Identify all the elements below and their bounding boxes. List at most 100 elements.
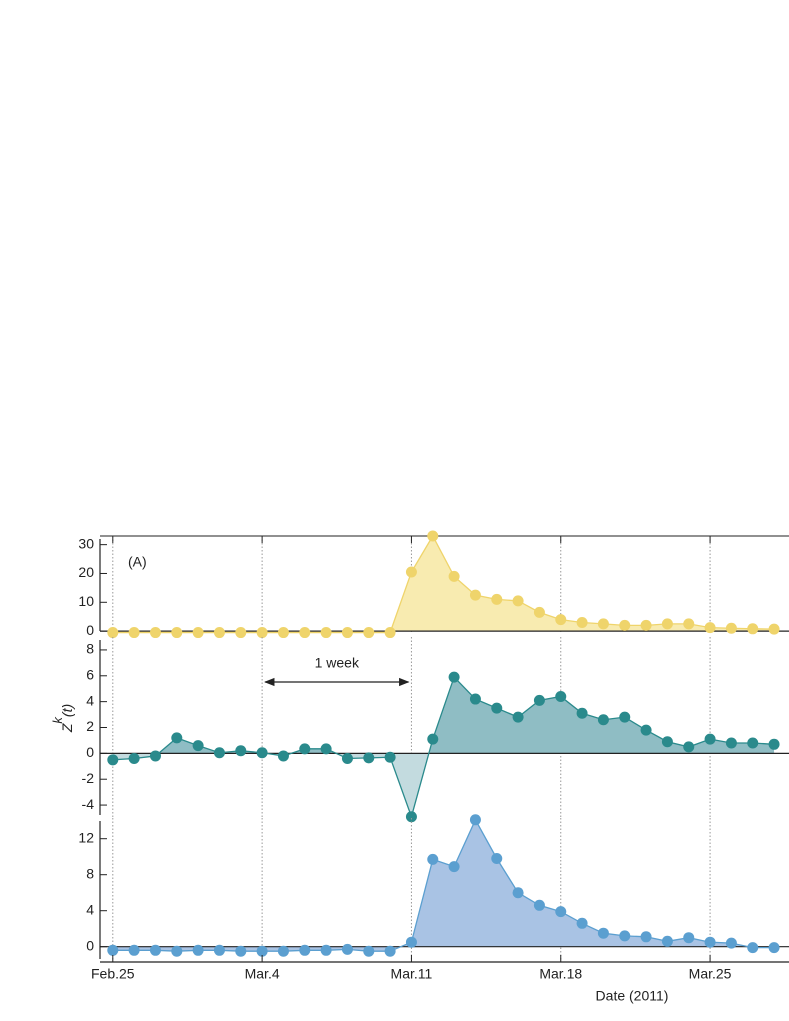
y-tick-label: 8 [86,865,94,881]
data-point [320,627,332,639]
data-point [747,737,759,749]
data-point [619,930,631,942]
data-point [640,724,652,736]
y-label-suffix: (t) [59,704,75,717]
data-point [469,693,481,705]
data-point [640,619,652,631]
data-point [299,627,311,639]
data-point [491,853,503,864]
area-fill [390,536,775,632]
y-tick-label: 8 [86,641,94,657]
data-point [427,530,439,542]
data-point [533,606,545,618]
data-point [597,714,609,726]
y-tick-label: 30 [78,535,94,551]
data-point [533,899,545,911]
y-tick-label: 0 [86,937,94,953]
data-point [747,942,759,954]
data-point [619,711,631,723]
data-point [213,627,225,639]
x-tick-label: Mar.4 [245,966,280,982]
data-point [725,737,737,749]
data-point [448,671,460,683]
data-point [661,736,673,748]
data-point [405,936,417,948]
data-point [683,741,695,753]
data-point [512,595,524,607]
x-tick-label: Mar.25 [689,966,732,982]
area-fill [112,677,775,754]
data-point [747,623,759,635]
data-point [619,619,631,631]
data-point [512,887,524,899]
y-tick-label: 4 [86,692,94,708]
data-point [469,814,481,826]
data-point [405,566,417,578]
data-point [768,738,780,750]
data-point [299,944,311,956]
data-point [363,945,375,957]
y-axis-label: Zk(t) [50,704,74,733]
data-point [363,752,375,764]
data-point [555,690,567,702]
y-tick-label: 2 [86,718,94,734]
y-tick-label: 6 [86,666,94,682]
data-point [597,927,609,939]
panel-label: (A) [128,554,147,570]
data-point [107,627,119,639]
data-point [576,917,588,929]
data-point [277,945,289,957]
data-point [192,627,204,639]
data-point [597,618,609,630]
data-point [704,622,716,634]
data-point [384,945,396,957]
data-point [512,711,524,723]
area-fill [112,753,429,817]
data-point [725,622,737,634]
data-point [341,943,353,955]
data-point [725,937,737,949]
data-point [427,733,439,745]
data-point [107,944,119,956]
data-point [277,750,289,762]
y-tick-label: -2 [82,770,95,786]
data-point [171,945,183,957]
data-point [235,745,247,757]
y-tick-label: 20 [78,564,94,580]
data-point [683,618,695,630]
data-point [299,743,311,755]
data-point [192,740,204,752]
data-point [405,811,417,823]
data-point [341,627,353,639]
data-point [320,743,332,755]
y-label-main: Z [59,723,75,733]
data-point [128,753,140,765]
data-point [171,627,183,639]
data-point [341,753,353,765]
data-point [256,945,268,957]
annotation: 1 week [315,655,360,671]
data-point [192,944,204,956]
data-point [213,747,225,759]
data-point [128,944,140,956]
y-label-sup: k [50,716,65,724]
data-point [149,944,161,956]
data-point [704,936,716,948]
data-point [469,589,481,601]
data-point [384,751,396,763]
data-point [533,694,545,706]
data-point [661,618,673,630]
data-point [555,906,567,918]
data-point [277,627,289,639]
data-point [384,627,396,639]
x-tick-label: Mar.18 [539,966,582,982]
data-point [235,627,247,639]
data-point [576,707,588,719]
data-point [448,861,460,873]
data-point [427,853,439,865]
data-point [128,627,140,639]
data-point [235,945,247,957]
data-point [683,932,695,944]
